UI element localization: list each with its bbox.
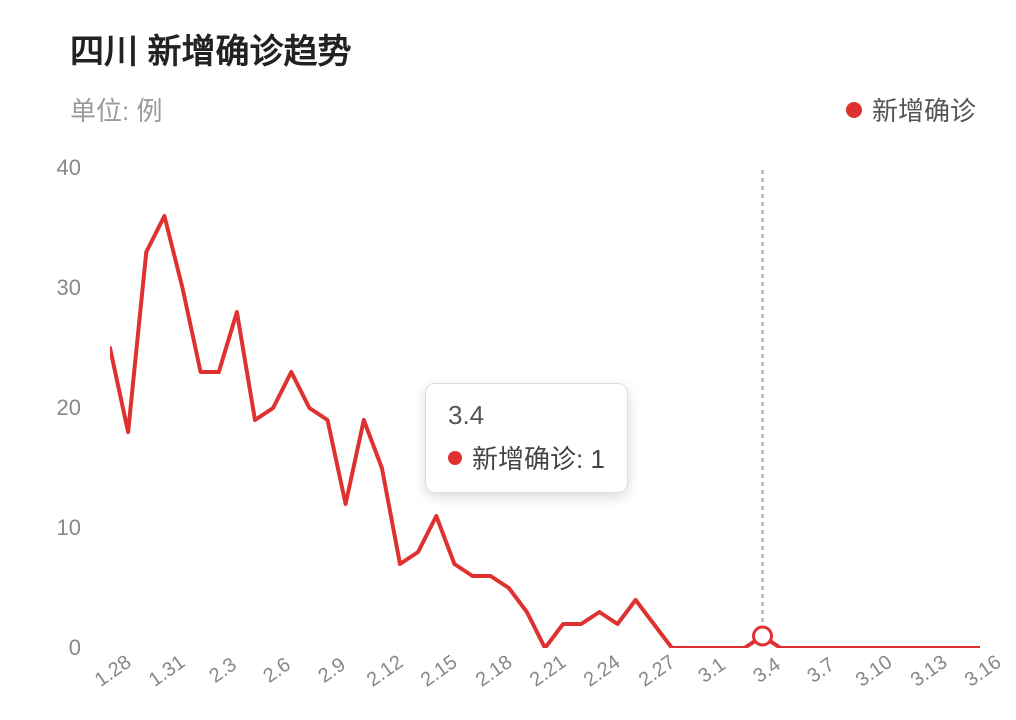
y-tick-label: 30 [57, 275, 81, 301]
tooltip-row: 新增确诊: 1 [448, 439, 605, 476]
x-tick-label: 2.18 [471, 651, 516, 692]
x-tick-label: 2.15 [417, 651, 462, 692]
x-tick-label: 1.28 [91, 651, 136, 692]
chart-container: 四川 新增确诊趋势 单位: 例 新增确诊 3.4 新增确诊: 1 0 10 20 30… [0, 0, 1016, 720]
highlight-marker [754, 627, 772, 645]
unit-label: 单位: 例 [70, 91, 162, 128]
tooltip: 3.4 新增确诊: 1 [425, 383, 628, 493]
chart-area[interactable]: 3.4 新增确诊: 1 0 10 20 30 40 1.281.31 2.3 2.6 2.9 2.… [30, 138, 986, 698]
x-tick-label: 2.24 [580, 651, 625, 692]
x-tick-label: 1.31 [145, 651, 190, 692]
x-tick-label: 3.1 [694, 654, 730, 689]
y-tick-label: 10 [57, 515, 81, 541]
y-tick-label: 0 [69, 635, 81, 661]
x-tick-label: 2.12 [363, 651, 408, 692]
x-tick-label: 2.6 [259, 654, 295, 689]
x-tick-label: 2.9 [314, 654, 350, 689]
y-tick-label: 20 [57, 395, 81, 421]
legend: 新增确诊 [846, 91, 976, 128]
tooltip-dot-icon [448, 451, 462, 465]
tooltip-date: 3.4 [448, 400, 605, 431]
tooltip-value: 新增确诊: 1 [472, 439, 605, 476]
x-tick-label: 3.16 [961, 651, 1006, 692]
legend-label: 新增确诊 [872, 91, 976, 128]
legend-dot-icon [846, 102, 862, 118]
x-tick-label: 2.3 [205, 654, 241, 689]
x-tick-label: 2.27 [635, 651, 680, 692]
x-tick-label: 2.21 [526, 651, 571, 692]
y-tick-label: 40 [57, 155, 81, 181]
x-tick-label: 3.7 [803, 654, 839, 689]
sub-header-row: 单位: 例 新增确诊 [70, 91, 976, 128]
chart-title: 四川 新增确诊趋势 [70, 24, 986, 73]
x-tick-label: 3.4 [749, 654, 785, 689]
x-tick-label: 3.10 [852, 651, 897, 692]
x-tick-label: 3.13 [906, 651, 951, 692]
